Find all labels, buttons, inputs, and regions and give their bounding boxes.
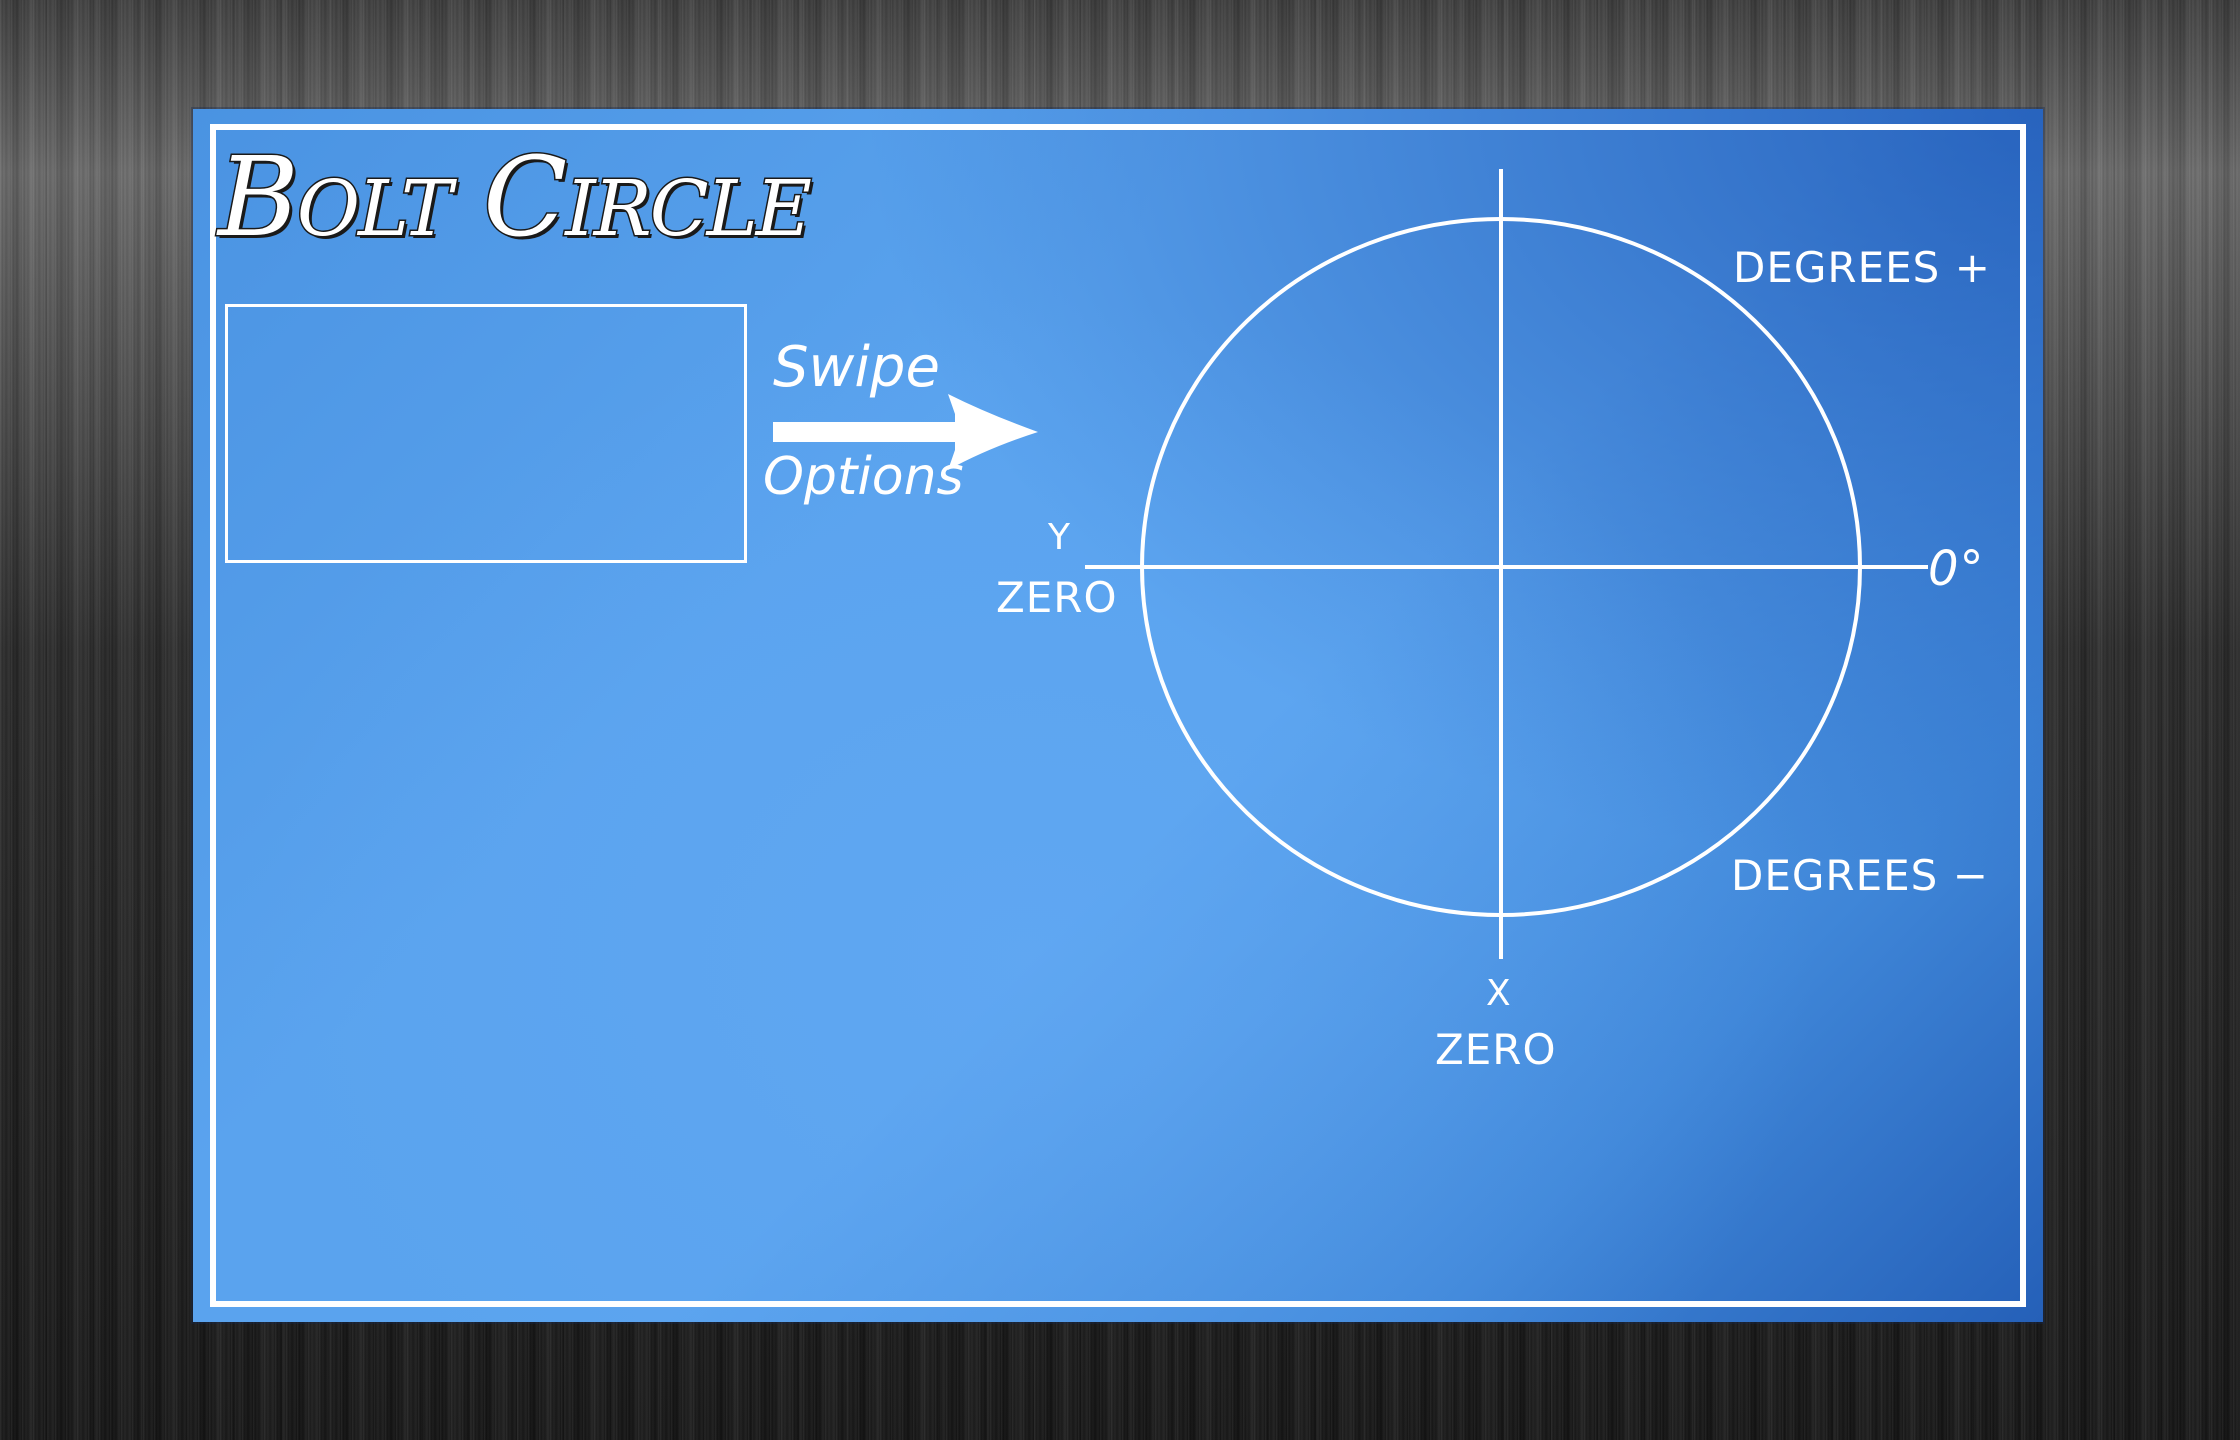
x-zero-label: ZERO xyxy=(1435,1025,1557,1074)
x-axis-letter: X xyxy=(1486,973,1512,1014)
options-label: Options xyxy=(763,447,964,507)
y-axis-letter: Y xyxy=(1048,517,1071,558)
degrees-positive-label: DEGREES + xyxy=(1733,243,1991,292)
panel-frame xyxy=(210,124,2026,1307)
result-display-box[interactable] xyxy=(225,304,747,563)
swipe-arrow-icon[interactable] xyxy=(773,392,1043,472)
y-zero-label: ZERO xyxy=(996,573,1118,622)
bolt-circle-panel: Bolt Circle Swipe Options DEGREES + DEGR… xyxy=(193,109,2043,1322)
page-title: Bolt Circle xyxy=(217,132,814,263)
swipe-label: Swipe xyxy=(773,335,940,400)
bolt-circle-diagram xyxy=(1085,169,1928,959)
zero-degrees-label: 0° xyxy=(1928,541,1985,597)
degrees-negative-label: DEGREES − xyxy=(1731,851,1989,900)
